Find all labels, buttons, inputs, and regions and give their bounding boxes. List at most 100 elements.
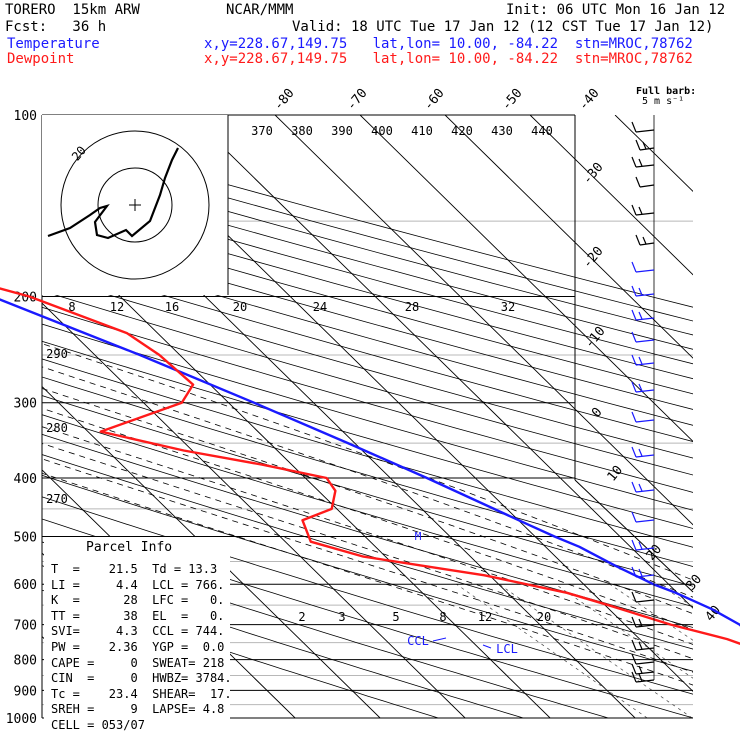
- mixing-ratio-line: [609, 583, 693, 641]
- hodograph-ring: [97, 167, 173, 243]
- mixing-ratio-label: 28: [405, 300, 419, 314]
- wind-barb: [638, 356, 643, 365]
- dry-adiabat: [42, 589, 439, 718]
- wind-barb: [631, 511, 637, 523]
- dry-adiabat: [42, 274, 693, 459]
- wind-barb: [642, 236, 647, 245]
- ccl-label: CCL: [407, 634, 429, 648]
- wind-barb: [635, 624, 655, 628]
- hodograph-trace: [47, 147, 179, 240]
- wind-barb: [635, 661, 655, 665]
- moist-adiabat: [42, 343, 693, 581]
- wind-barb: [635, 679, 655, 683]
- wind-barb: [638, 665, 643, 674]
- dry-adiabat: [42, 228, 693, 410]
- theta-e-label: 380: [291, 124, 313, 138]
- theta-e-label: 420: [451, 124, 473, 138]
- dry-adiabat: [42, 199, 693, 380]
- wind-barb: [635, 519, 655, 523]
- parcel-info-row: CIN = 0 HWBZ= 3784.: [51, 671, 232, 686]
- pressure-tick-label: 400: [14, 472, 37, 487]
- parcel-info-row: SREH = 9 LAPSE= 4.8: [51, 702, 225, 717]
- wind-barb: [635, 269, 655, 273]
- dewpoint-legend: Dewpoint: [7, 51, 75, 67]
- dry-adiabat: [42, 376, 693, 567]
- hodograph-ring: [60, 130, 210, 280]
- wind-barb: [635, 234, 641, 246]
- mixing-ratio-label: 20: [537, 610, 551, 624]
- wind-barb: [638, 568, 643, 577]
- theta-label: 280: [46, 421, 68, 435]
- wind-barb: [635, 293, 655, 297]
- isotherm: [359, 115, 693, 443]
- wind-barb: [635, 574, 655, 578]
- wind-barb: [638, 383, 643, 392]
- wind-barb: [631, 639, 637, 651]
- pressure-tick-label: 500: [14, 530, 37, 545]
- theta-e-label: 410: [411, 124, 433, 138]
- parcel-info-row: CELL = 053/07: [51, 718, 145, 732]
- hodograph: 20: [42, 115, 229, 295]
- lcl-pointer: [482, 644, 492, 649]
- init-time: Init: 06 UTC Mon 16 Jan 12: [506, 2, 726, 18]
- model-title: TORERO 15km ARW: [5, 2, 140, 18]
- pressure-tick-label: 100: [14, 109, 37, 124]
- dry-adiabat: [42, 213, 693, 395]
- temperature-location: x,y=228.67,149.75 lat,lon= 10.00, -84.22…: [204, 36, 693, 52]
- wind-barb: [639, 242, 655, 246]
- theta-e-label: 390: [331, 124, 353, 138]
- isotherm: [444, 115, 693, 359]
- wind-barb: [631, 309, 637, 321]
- mixing-ratio-label: 24: [313, 300, 327, 314]
- wind-barb: [631, 381, 637, 393]
- wind-barb: [638, 673, 643, 682]
- wind-barbs: [631, 115, 655, 683]
- valid-time: Valid: 18 UTC Tue 17 Jan 12 (12 CST Tue …: [292, 19, 714, 35]
- wind-barb: [638, 641, 643, 650]
- org-label: NCAR/MMM: [226, 2, 294, 18]
- dry-adiabat: [42, 258, 693, 442]
- wind-barb: [631, 481, 637, 493]
- wind-barb: [642, 141, 647, 150]
- dry-adiabat: [42, 496, 693, 695]
- parcel-info-title: Parcel Info: [86, 540, 173, 555]
- mixing-ratio-label: 2: [298, 610, 305, 624]
- wind-barb: [631, 591, 637, 603]
- parcel-info-row: TT = 38 EL = 0.: [51, 608, 225, 623]
- dry-adiabat: [42, 414, 693, 607]
- dry-adiabat: [42, 340, 693, 529]
- isotherm: [42, 302, 466, 718]
- wind-barb: [638, 206, 643, 215]
- parcel-info-row: CAPE = 0 SWEAT= 218: [51, 655, 225, 670]
- theta-label: 290: [46, 347, 68, 361]
- dry-adiabat: [42, 306, 693, 493]
- isotherm: [529, 115, 693, 276]
- temperature-legend: Temperature: [7, 36, 100, 52]
- pressure-tick-label: 600: [14, 578, 37, 593]
- isotherm: [274, 115, 693, 526]
- wind-barb: [635, 489, 655, 493]
- mixing-ratio-label: 16: [165, 300, 179, 314]
- parcel-info-row: PW = 2.36 YGP = 0.0: [51, 640, 225, 654]
- dewpoint-location: x,y=228.67,149.75 lat,lon= 10.00, -84.22…: [204, 51, 693, 67]
- wind-barb: [635, 164, 655, 168]
- pressure-tick-label: 800: [14, 654, 37, 669]
- wind-barb: [635, 647, 655, 651]
- wind-barb: [631, 204, 637, 216]
- dry-adiabat: [42, 290, 693, 476]
- wind-barb: [631, 331, 637, 343]
- wind-barb: [638, 158, 643, 167]
- mixing-ratio-label: 8: [68, 300, 75, 314]
- dry-adiabat: [42, 323, 693, 511]
- parcel-info-row: LI = 4.4 LCL = 766.: [51, 577, 225, 592]
- mixing-ratio-label: 5: [392, 610, 399, 624]
- wind-barb: [631, 121, 637, 133]
- theta-e-label: 440: [531, 124, 553, 138]
- wind-barb: [635, 362, 655, 366]
- wind-barb: [631, 663, 637, 675]
- wind-barb: [639, 147, 655, 151]
- wind-barb: [631, 156, 637, 168]
- right-axis-skew: [574, 479, 694, 593]
